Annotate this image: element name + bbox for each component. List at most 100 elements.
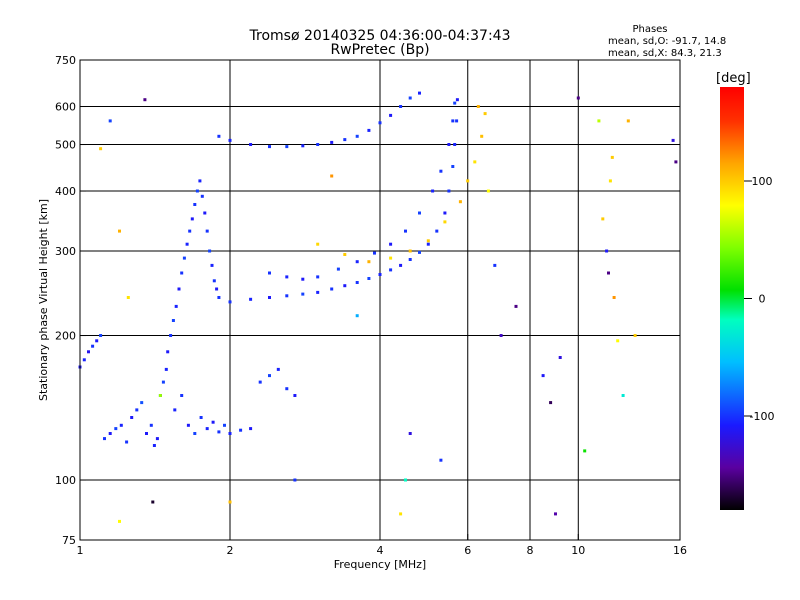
y-tick-label-0: 75 — [62, 534, 76, 547]
point-Ftrace-46 — [466, 179, 470, 183]
point-lowE-51 — [228, 432, 232, 435]
point-noise-25 — [576, 96, 580, 100]
point-Ftrace-39 — [343, 253, 347, 256]
point-Ftrace-32 — [418, 211, 421, 215]
point-noise-16 — [476, 105, 480, 108]
point-noise-24 — [558, 356, 562, 359]
point-Ftrace-26 — [316, 275, 320, 279]
colorbar-unit: [deg] — [716, 71, 751, 86]
point-lowE-57 — [285, 387, 289, 391]
point-noise-34 — [633, 334, 637, 337]
point-lowE-24 — [174, 304, 178, 308]
point-Ftrace-41 — [389, 256, 393, 260]
point-Ftrace-16 — [435, 229, 439, 233]
point-lowE-20 — [164, 367, 168, 371]
point-Ftrace-45 — [458, 200, 462, 204]
point-lowE-23 — [171, 319, 175, 322]
point-noise-11 — [355, 314, 359, 318]
point-lowE-3 — [91, 344, 95, 348]
point-Ftrace-35 — [447, 143, 451, 146]
axis-ticks: 1 2 4 6 8 10 16 75 100 200 300 400 500 600 750 — [55, 54, 687, 557]
point-Ftrace-13 — [408, 258, 412, 261]
y-tick-label-1: 100 — [55, 474, 76, 487]
point-noise-12 — [399, 512, 403, 516]
point-Ftrace-47 — [473, 160, 477, 164]
point-Ftrace-34 — [439, 169, 443, 173]
point-lowE-49 — [217, 430, 221, 434]
point-topLayer-0 — [217, 134, 221, 138]
point-Ftrace-9 — [367, 277, 371, 280]
y-tick-label-3: 300 — [55, 245, 76, 258]
point-lowE-33 — [198, 179, 202, 183]
point-Ftrace-14 — [418, 250, 421, 254]
point-noise-18 — [493, 263, 497, 267]
point-noise-8 — [228, 500, 232, 504]
point-noise-3 — [126, 296, 130, 299]
point-Ftrace-28 — [355, 260, 359, 264]
point-lowE-7 — [108, 432, 112, 435]
y-tick-label-7: 750 — [55, 54, 76, 67]
point-lowE-56 — [276, 367, 280, 371]
point-noise-1 — [108, 119, 112, 123]
point-lowE-34 — [200, 194, 204, 198]
point-lowE-36 — [205, 229, 209, 233]
chart-subtitle: RwPretec (Bp) — [330, 42, 429, 58]
point-lowE-52 — [239, 428, 243, 432]
point-topLayer-3 — [268, 145, 271, 149]
x-axis-label: Frequency [MHz] — [334, 558, 426, 571]
point-lowE-14 — [145, 432, 148, 435]
x-tick-label-4: 8 — [527, 544, 534, 557]
point-Ftrace-7 — [343, 284, 347, 288]
point-noise-10 — [330, 174, 334, 178]
point-Ftrace-5 — [316, 290, 320, 294]
point-lowE-4 — [95, 339, 99, 343]
point-Ftrace-37 — [453, 101, 457, 105]
point-lowE-43 — [180, 394, 184, 397]
point-noise-29 — [607, 271, 610, 275]
point-lowE-10 — [125, 440, 129, 444]
point-Ftrace-20 — [453, 143, 457, 146]
point-lowE-29 — [188, 229, 192, 233]
point-lowE-50 — [223, 423, 226, 427]
colorbar — [720, 87, 744, 510]
point-topLayer-1 — [228, 138, 232, 142]
point-Ftrace-40 — [367, 260, 371, 264]
point-noise-13 — [404, 478, 407, 482]
stats-o-line: mean, sd,O: -91.7, 14.8 — [608, 36, 726, 47]
point-noise-39 — [610, 155, 614, 159]
point-noise-19 — [499, 334, 503, 337]
point-Ftrace-48 — [480, 134, 484, 138]
point-Ftrace-6 — [330, 287, 334, 291]
stats-header: Phases — [632, 24, 667, 35]
point-Ftrace-3 — [285, 294, 289, 298]
point-lowE-31 — [193, 203, 197, 206]
point-lowE-6 — [103, 437, 106, 441]
point-noise-5 — [151, 500, 155, 504]
point-Ftrace-4 — [301, 292, 305, 296]
point-lowE-8 — [114, 427, 118, 431]
point-Ftrace-33 — [431, 189, 435, 193]
point-lowE-30 — [190, 217, 194, 221]
point-lowE-28 — [185, 242, 189, 246]
point-topLayer-8 — [343, 138, 347, 142]
point-Ftrace-2 — [268, 296, 271, 299]
point-topLayer-15 — [418, 91, 421, 95]
point-noise-26 — [583, 449, 587, 453]
point-lowE-19 — [161, 380, 165, 384]
colorbar-tick-label-2: -100 — [750, 410, 775, 423]
point-lowE-35 — [203, 211, 207, 215]
point-lowE-54 — [258, 380, 262, 384]
point-noise-21 — [541, 374, 545, 378]
colorbar-ticks: 100 0 -100 — [744, 175, 774, 423]
point-lowE-9 — [119, 423, 123, 427]
point-lowE-16 — [152, 444, 156, 447]
point-noise-31 — [616, 339, 620, 343]
colorbar-tick-label-1: 0 — [759, 293, 766, 306]
point-noise-4 — [143, 98, 147, 102]
point-lowE-40 — [215, 287, 219, 291]
point-noise-17 — [486, 189, 490, 193]
point-lowE-47 — [205, 427, 209, 431]
x-tick-label-1: 2 — [227, 544, 234, 557]
point-Ftrace-27 — [336, 267, 340, 271]
